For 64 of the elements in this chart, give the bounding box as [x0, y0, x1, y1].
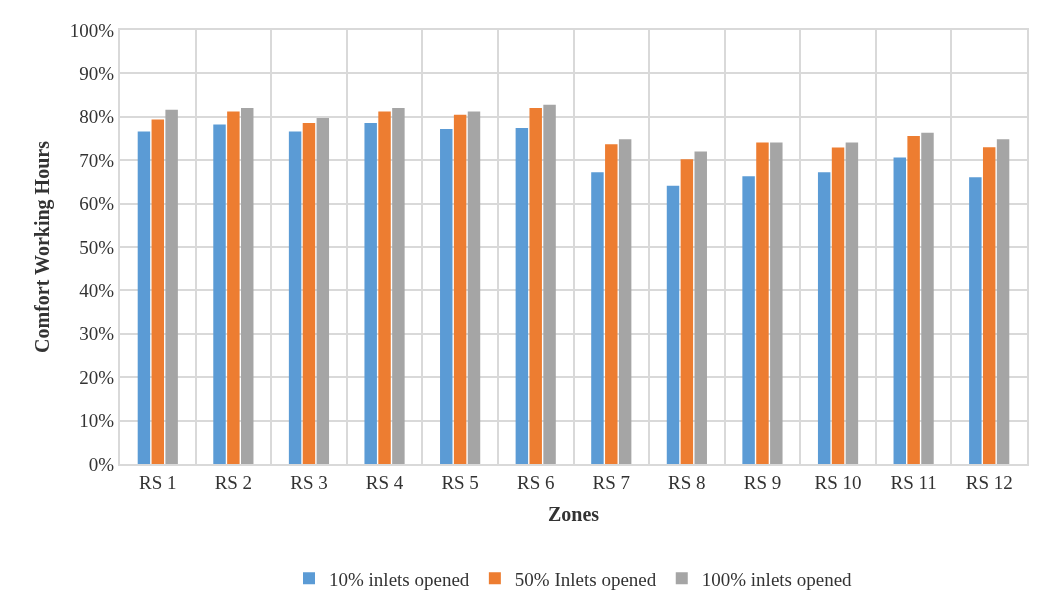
bar [921, 132, 934, 464]
bar [996, 139, 1010, 464]
y-tick-label: 60% [79, 193, 115, 215]
legend-label: 50% Inlets opened [514, 568, 657, 590]
bar [817, 172, 831, 464]
bar [392, 108, 405, 464]
x-tick-label: RS 6 [516, 471, 555, 493]
bar [845, 142, 859, 464]
y-tick-label: 30% [79, 323, 115, 345]
bar [618, 139, 632, 464]
x-tick-label: RS 2 [214, 471, 253, 493]
bar [529, 108, 542, 464]
bar [137, 131, 151, 464]
bar [227, 111, 240, 464]
bar [453, 114, 467, 464]
bar [543, 104, 556, 464]
bar [893, 157, 906, 464]
bar [831, 147, 845, 464]
x-tick-label: RS 9 [743, 471, 782, 493]
bar [907, 135, 920, 464]
x-tick-label: RS 8 [668, 471, 706, 493]
y-tick-label: 20% [79, 366, 115, 388]
y-tick-label: 80% [79, 106, 115, 128]
y-tick-label: 10% [79, 410, 115, 432]
bar [151, 119, 165, 464]
bar [770, 142, 783, 464]
bar [316, 118, 330, 464]
y-tick-label: 0% [88, 453, 115, 475]
bar [165, 109, 178, 464]
x-tick-label: RS 1 [139, 471, 177, 493]
x-axis-title: Zones [547, 502, 600, 525]
bar [241, 108, 254, 464]
x-tick-label: RS 12 [965, 471, 1013, 493]
x-tick-label: RS 4 [365, 471, 404, 493]
bar [288, 131, 302, 464]
x-tick-label: RS 7 [592, 471, 631, 493]
legend-label: 10% inlets opened [329, 568, 470, 590]
bar [969, 177, 982, 464]
bar [666, 185, 680, 464]
bar [605, 144, 618, 464]
bar [742, 176, 755, 464]
y-tick-label: 70% [79, 149, 115, 171]
bar [756, 142, 769, 464]
bar [302, 122, 316, 464]
x-tick-label: RS 3 [290, 471, 328, 493]
bar [467, 111, 481, 464]
bar [213, 124, 226, 464]
y-axis-title: Comfort Working Hours [30, 140, 54, 353]
legend-label: 100% inlets opened [701, 568, 853, 590]
bar [378, 111, 391, 464]
y-tick-label: 40% [79, 280, 115, 302]
y-tick-label: 100% [69, 19, 115, 41]
y-tick-label: 90% [79, 63, 115, 85]
x-tick-label: RS 11 [890, 471, 937, 493]
y-tick-label: 50% [79, 236, 115, 258]
bar [982, 147, 996, 464]
x-tick-label: RS 5 [441, 471, 479, 493]
x-tick-label: RS 10 [814, 471, 862, 493]
bar [591, 172, 604, 464]
bar [515, 128, 529, 464]
bar [680, 159, 694, 464]
bar [694, 151, 707, 464]
bar [364, 122, 377, 464]
bar [440, 128, 453, 464]
